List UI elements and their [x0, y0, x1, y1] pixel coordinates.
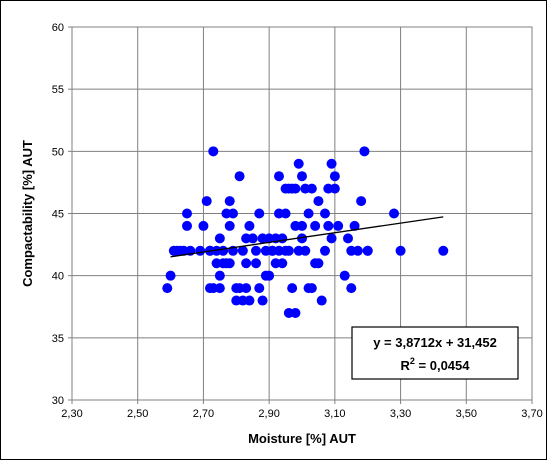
y-tick-label: 60 [52, 22, 64, 34]
data-point [241, 258, 252, 269]
equation-box: y = 3,8712x + 31,452 R2 = 0,0454 [351, 326, 519, 380]
data-point [165, 270, 176, 281]
data-point [224, 196, 235, 207]
x-tick-label: 3,50 [456, 408, 477, 420]
data-point [214, 283, 225, 294]
data-point [280, 208, 291, 219]
data-point [182, 220, 192, 231]
data-point [208, 146, 219, 157]
data-point [300, 245, 311, 256]
data-points [162, 146, 449, 318]
x-tick-label: 2,30 [61, 408, 82, 420]
data-point [329, 171, 340, 182]
data-point [306, 183, 317, 194]
data-point [283, 245, 294, 256]
data-point [356, 196, 367, 207]
trendline [170, 216, 444, 258]
data-point [244, 220, 255, 231]
data-point [201, 196, 212, 207]
data-point [323, 220, 334, 231]
data-point [326, 158, 337, 169]
data-point [306, 283, 317, 294]
data-point [389, 208, 399, 219]
data-point [333, 220, 344, 231]
data-point [277, 258, 288, 269]
data-point [352, 245, 363, 256]
data-point [237, 245, 248, 256]
data-point [346, 283, 357, 294]
r2-prefix: R [401, 358, 411, 373]
x-tick-label: 3,70 [521, 408, 542, 420]
data-point [254, 208, 265, 219]
y-tick-label: 35 [52, 333, 64, 345]
data-point [214, 270, 225, 281]
data-point [224, 258, 235, 269]
data-point [195, 245, 206, 256]
data-point [313, 196, 324, 207]
r2-superscript: 2 [410, 356, 415, 366]
data-point [182, 208, 192, 219]
data-point [320, 245, 330, 256]
data-point [274, 171, 284, 182]
data-point [290, 307, 301, 318]
data-point [362, 245, 373, 256]
data-point [257, 295, 268, 306]
y-tick-label: 45 [52, 209, 64, 221]
data-point [241, 283, 252, 294]
data-point [359, 146, 370, 157]
data-point [316, 295, 327, 306]
data-point [224, 220, 235, 231]
data-point [310, 220, 321, 231]
data-point [198, 220, 209, 231]
data-point [395, 245, 406, 256]
data-point [247, 233, 258, 244]
data-point [234, 171, 245, 182]
data-point [438, 245, 449, 256]
data-point [320, 208, 330, 219]
data-point [251, 245, 261, 256]
data-point [343, 233, 353, 244]
y-tick-label: 55 [52, 84, 64, 96]
x-tick-label: 3,30 [390, 408, 411, 420]
data-point [293, 158, 304, 169]
data-point [297, 233, 307, 244]
data-point [303, 208, 314, 219]
x-tick-label: 2,70 [193, 408, 214, 420]
data-point [254, 283, 265, 294]
data-point [297, 220, 307, 231]
equation-box-border [351, 326, 519, 380]
x-tick-label: 2,50 [127, 408, 148, 420]
data-point [251, 258, 261, 269]
data-point [214, 233, 225, 244]
data-point [277, 233, 288, 244]
data-point [162, 283, 173, 294]
x-tick-label: 2,90 [258, 408, 279, 420]
data-point [287, 283, 298, 294]
x-axis-label: Moisture [%] AUT [248, 431, 356, 446]
y-axis-label: Compactability [%] AUT [20, 140, 35, 287]
y-tick-label: 30 [52, 395, 64, 407]
data-point [218, 245, 229, 256]
r2-value: = 0,0454 [415, 358, 470, 373]
y-tick-label: 50 [52, 146, 64, 158]
r-squared-text: R2 = 0,0454 [401, 356, 471, 373]
data-point [339, 270, 350, 281]
data-point [244, 295, 255, 306]
data-point [290, 183, 301, 194]
data-point [349, 220, 360, 231]
data-point [329, 183, 340, 194]
x-tick-label: 3,10 [324, 408, 345, 420]
equation-text: y = 3,8712x + 31,452 [373, 335, 497, 350]
axis-ticks: 2,30 2,50 2,70 2,90 3,10 3,30 3,50 3,70 30 35 40 45… [52, 22, 543, 420]
data-point [297, 171, 307, 182]
data-point [313, 258, 324, 269]
data-point [228, 208, 238, 219]
data-point [326, 233, 337, 244]
data-point [264, 270, 275, 281]
y-tick-label: 40 [52, 271, 64, 283]
